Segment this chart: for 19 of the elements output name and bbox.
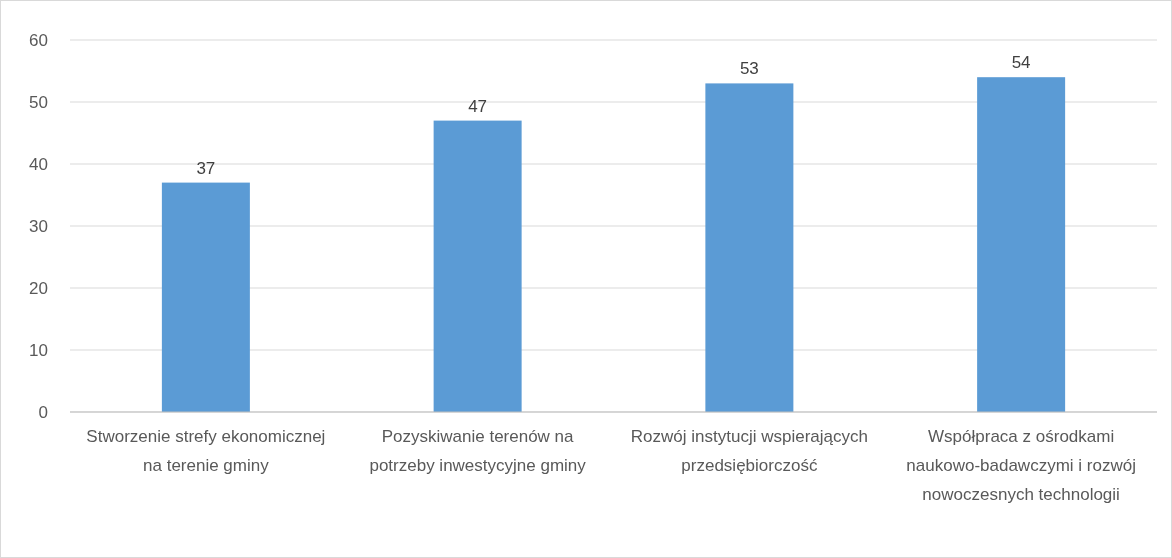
y-tick-label: 20 — [29, 278, 48, 298]
y-tick-label: 60 — [29, 30, 48, 50]
x-tick-label: Rozwój instytucji wspierających przedsiębiorczość — [630, 427, 868, 475]
y-tick-label: 50 — [29, 92, 48, 112]
x-tick-label: Pozyskiwanie terenów na potrzeby inwestycyjne gminy — [369, 427, 587, 475]
y-tick-label: 30 — [29, 216, 48, 236]
y-tick-label: 0 — [38, 402, 48, 422]
data-label: 53 — [739, 59, 759, 79]
x-tick-label: Współpraca z ośrodkami naukowo-badawczymi i rozwój nowoczesnych technologii — [906, 427, 1136, 504]
bar — [161, 182, 250, 412]
y-tick-label: 40 — [29, 154, 48, 174]
x-tick-label: Stworzenie strefy ekonomicznej na terenie gminy — [86, 427, 326, 475]
bar — [705, 83, 794, 412]
bar — [977, 77, 1066, 412]
data-label: 47 — [468, 96, 488, 116]
y-tick-label: 10 — [29, 340, 48, 360]
data-label: 54 — [1011, 53, 1031, 73]
bar — [433, 120, 522, 412]
data-label: 37 — [196, 158, 216, 178]
